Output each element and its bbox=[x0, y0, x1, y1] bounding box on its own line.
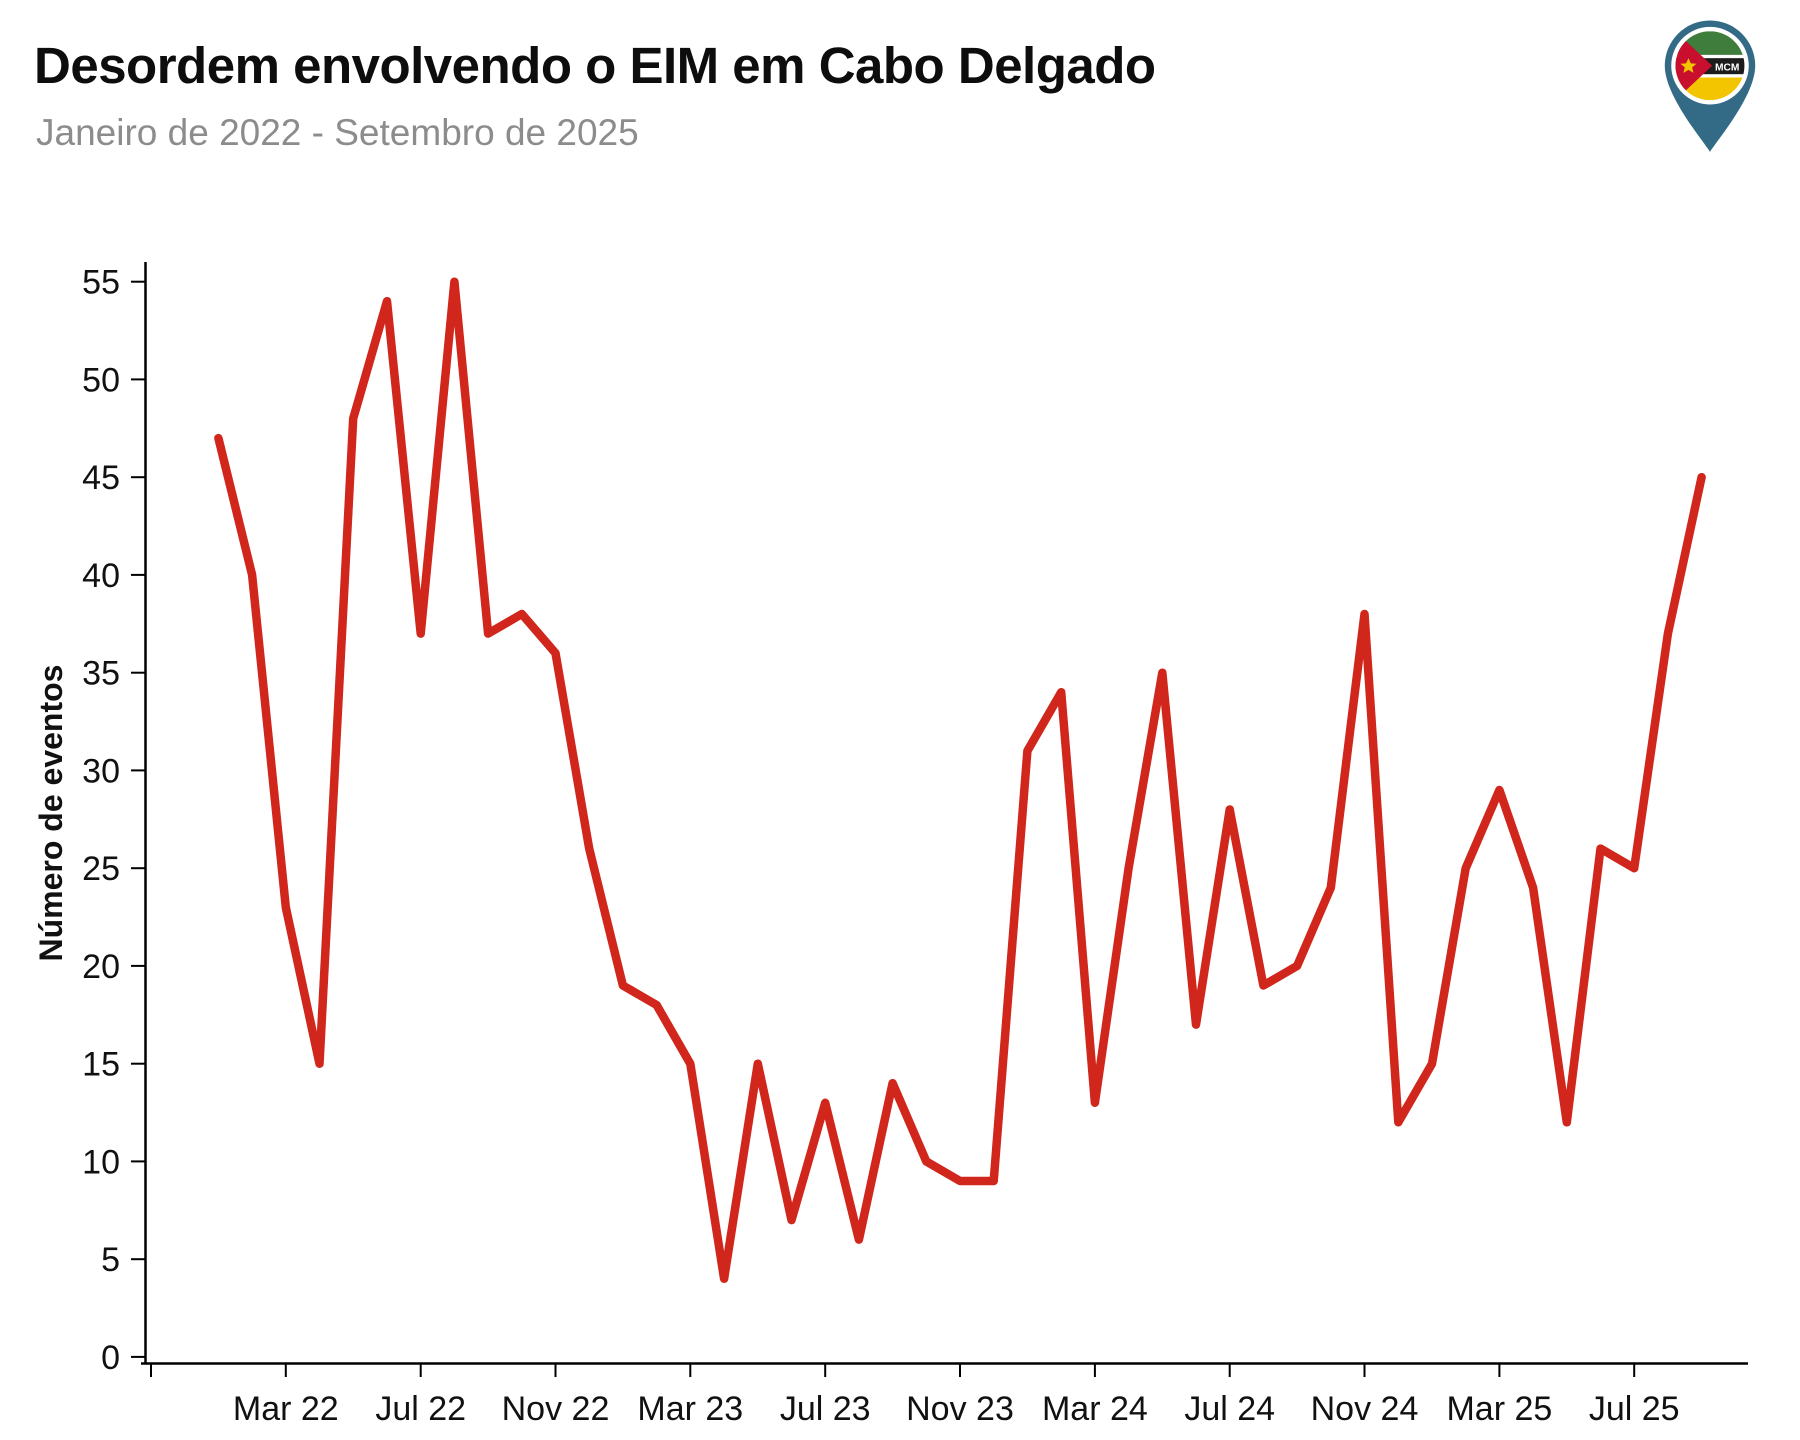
x-tick-label: Nov 24 bbox=[1311, 1390, 1419, 1428]
y-tick-label: 15 bbox=[82, 1046, 120, 1084]
y-tick-label: 40 bbox=[82, 557, 120, 595]
x-tick-label: Mar 24 bbox=[1042, 1390, 1148, 1428]
x-tick-label: Jul 23 bbox=[780, 1390, 871, 1428]
y-tick-label: 55 bbox=[82, 264, 120, 302]
y-tick-label: 30 bbox=[82, 752, 120, 790]
page-title: Desordem envolvendo o EIM em Cabo Delgad… bbox=[34, 37, 1156, 94]
x-tick-label: Mar 23 bbox=[637, 1390, 743, 1428]
flag-star bbox=[1680, 58, 1697, 73]
x-tick-label: Nov 23 bbox=[906, 1390, 1014, 1428]
y-axis-label: Número de eventos bbox=[33, 665, 69, 962]
x-tick-label: Mar 25 bbox=[1446, 1390, 1552, 1428]
y-tick-label: 35 bbox=[82, 655, 120, 693]
x-tick-label: Jul 24 bbox=[1184, 1390, 1275, 1428]
data-line bbox=[214, 277, 1706, 1283]
x-tick-label: Jul 22 bbox=[375, 1390, 466, 1428]
y-tick-label: 5 bbox=[101, 1241, 120, 1279]
mcm-logo: MCM bbox=[1664, 20, 1756, 152]
x-tick-label: Nov 22 bbox=[502, 1390, 610, 1428]
x-axis-ticks: Mar 22 Jul 22 Nov 22 Mar 23 Jul 23 Nov 23 Mar … bbox=[150, 1363, 1680, 1428]
x-tick-label: Jul 25 bbox=[1589, 1390, 1680, 1428]
y-tick-label: 45 bbox=[82, 459, 120, 497]
y-tick-label: 25 bbox=[82, 850, 120, 888]
y-tick-label: 50 bbox=[82, 361, 120, 399]
mozambique-flag: MCM bbox=[1675, 31, 1745, 101]
logo-text: MCM bbox=[1715, 63, 1739, 74]
x-tick-label: Mar 22 bbox=[233, 1390, 339, 1428]
y-tick-label: 10 bbox=[82, 1143, 120, 1181]
y-tick-label: 20 bbox=[82, 948, 120, 986]
page-subtitle: Janeiro de 2022 - Setembro de 2025 bbox=[36, 112, 639, 153]
y-axis-ticks: 0 5 10 15 20 25 30 35 40 45 50 55 bbox=[82, 264, 146, 1377]
y-tick-label: 0 bbox=[101, 1339, 120, 1377]
